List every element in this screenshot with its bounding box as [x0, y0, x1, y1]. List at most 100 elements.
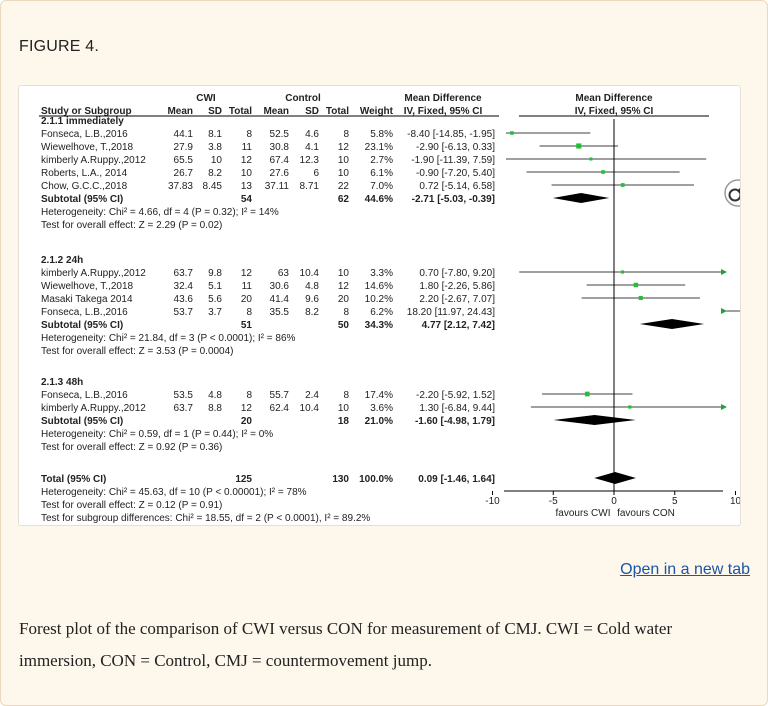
point-estimate: [510, 131, 514, 135]
study-n1: 8: [246, 307, 252, 318]
study-sd1: 8.2: [208, 168, 222, 179]
study-name: Masaki Takega 2014: [41, 294, 133, 305]
study-sd2: 10.4: [300, 403, 320, 414]
header-study: Study or Subgroup: [41, 106, 132, 117]
study-m2: 63: [278, 268, 290, 279]
subtotal-diamond: [552, 193, 610, 203]
subtotal-diamond: [553, 415, 636, 425]
study-sd2: 2.4: [305, 390, 319, 401]
figure-label: FIGURE 4.: [19, 38, 100, 55]
study-ci: 18.20 [11.97, 24.43]: [407, 307, 495, 318]
total-heterogeneity-text: Heterogeneity: Chi² = 45.63, df = 10 (P …: [41, 487, 307, 498]
study-n2: 12: [338, 281, 350, 292]
x-tick-label: 10: [730, 496, 740, 507]
ci-arrow: [721, 308, 727, 314]
point-estimate: [620, 270, 625, 274]
study-m2: 52.5: [270, 129, 290, 140]
x-tick-label: -10: [485, 496, 500, 507]
study-sd2: 6: [313, 168, 319, 179]
study-n2: 10: [338, 403, 350, 414]
subtotal-n2: 18: [338, 416, 350, 427]
study-n2: 10: [338, 268, 350, 279]
study-weight: 10.2%: [365, 294, 393, 305]
heterogeneity-text: Heterogeneity: Chi² = 4.66, df = 4 (P = …: [41, 207, 279, 218]
study-sd2: 8.2: [305, 307, 319, 318]
study-ci: -2.90 [-6.13, 0.33]: [416, 142, 495, 153]
study-sd1: 8.1: [208, 129, 222, 140]
study-m1: 63.7: [174, 268, 194, 279]
study-ci: 0.70 [-7.80, 9.20]: [419, 268, 495, 279]
study-name: Fonseca, L.B.,2016: [41, 390, 128, 401]
header-group1: CWI: [196, 93, 216, 104]
study-name: Roberts, L.A., 2014: [41, 168, 128, 179]
study-n2: 22: [338, 181, 350, 192]
subtotal-weight: 21.0%: [365, 416, 393, 427]
study-n1: 12: [241, 403, 253, 414]
study-ci: -0.90 [-7.20, 5.40]: [416, 168, 495, 179]
subtotal-n1: 20: [241, 416, 253, 427]
point-estimate: [584, 391, 590, 397]
study-m2: 35.5: [270, 307, 290, 318]
study-weight: 3.3%: [370, 268, 393, 279]
subgroup-title: 2.1.2 24h: [41, 255, 83, 266]
study-name: Chow, G.C.C.,2018: [41, 181, 128, 192]
study-sd2: 8.71: [300, 181, 320, 192]
x-tick-label: -5: [549, 496, 558, 507]
study-sd1: 5.1: [208, 281, 222, 292]
subtotal-n2: 62: [338, 194, 350, 205]
study-sd2: 9.6: [305, 294, 319, 305]
magnifier-icon[interactable]: [723, 178, 740, 208]
subgroup-differences-text: Test for subgroup differences: Chi² = 18…: [41, 513, 370, 524]
study-sd2: 12.3: [300, 155, 320, 166]
point-estimate: [576, 143, 582, 149]
study-m1: 37.83: [168, 181, 193, 192]
ci-arrow: [721, 269, 727, 275]
study-m1: 27.9: [174, 142, 194, 153]
study-weight: 2.7%: [370, 155, 393, 166]
forest-plot: CWI Control Mean Difference IV, Fixed, 95% …: [39, 93, 740, 524]
study-n2: 10: [338, 155, 350, 166]
study-n1: 8: [246, 390, 252, 401]
subtotal-weight: 44.6%: [365, 194, 393, 205]
total-weight: 100.0%: [359, 474, 393, 485]
open-in-new-tab-link[interactable]: Open in a new tab: [620, 561, 750, 578]
study-name: Fonseca, L.B.,2016: [41, 129, 128, 140]
study-m1: 26.7: [174, 168, 194, 179]
study-sd1: 4.8: [208, 390, 222, 401]
study-m2: 41.4: [270, 294, 290, 305]
study-m2: 30.8: [270, 142, 290, 153]
favours-left-label: favours CWI: [555, 508, 610, 519]
point-estimate: [638, 295, 643, 301]
header-mean1: Mean: [167, 106, 193, 117]
study-m1: 53.7: [174, 307, 194, 318]
total-n1: 125: [235, 474, 252, 485]
subtotal-label: Subtotal (95% CI): [41, 194, 123, 205]
overall-effect-text: Test for overall effect: Z = 3.53 (P = 0…: [41, 346, 234, 357]
study-n1: 11: [242, 142, 253, 153]
subtotal-n2: 50: [338, 320, 350, 331]
study-m1: 44.1: [174, 129, 194, 140]
point-estimate: [628, 405, 632, 409]
study-sd1: 9.8: [208, 268, 222, 279]
subtotal-n1: 54: [241, 194, 253, 205]
study-sd1: 8.8: [208, 403, 222, 414]
study-sd2: 4.1: [305, 142, 319, 153]
study-m1: 63.7: [174, 403, 194, 414]
study-weight: 23.1%: [365, 142, 393, 153]
subtotal-label: Subtotal (95% CI): [41, 416, 123, 427]
total-n2: 130: [332, 474, 349, 485]
study-weight: 5.8%: [370, 129, 393, 140]
study-ci: 2.20 [-2.67, 7.07]: [419, 294, 495, 305]
favours-right-label: favours CON: [617, 508, 675, 519]
study-sd1: 3.7: [208, 307, 222, 318]
study-name: Wiewelhove, T.,2018: [41, 281, 134, 292]
header-total1: Total: [229, 106, 252, 117]
study-ci: 1.30 [-6.84, 9.44]: [419, 403, 495, 414]
study-ci: -2.20 [-5.92, 1.52]: [416, 390, 495, 401]
study-m2: 27.6: [270, 168, 290, 179]
total-diamond: [594, 472, 636, 484]
study-n1: 11: [242, 281, 253, 292]
study-m2: 67.4: [270, 155, 290, 166]
total-effect-text: Test for overall effect: Z = 0.12 (P = 0…: [41, 500, 222, 511]
